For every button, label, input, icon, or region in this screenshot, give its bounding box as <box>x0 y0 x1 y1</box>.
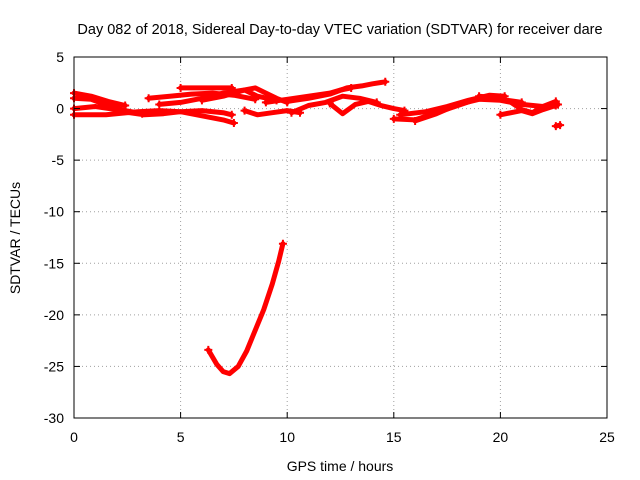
data-point-marker <box>496 110 505 119</box>
x-tick-label: 10 <box>279 429 295 445</box>
data-series-trace-7 <box>199 85 290 105</box>
data-point-marker <box>283 97 292 106</box>
data-series-trace-12 <box>289 93 380 116</box>
data-series-trace-3 <box>71 90 128 108</box>
x-tick-label: 5 <box>177 429 185 445</box>
data-point-marker <box>176 83 185 92</box>
data-series-trace-4 <box>71 108 237 126</box>
chart-title: Day 082 of 2018, Sidereal Day-to-day VTE… <box>77 22 602 38</box>
data-point-marker <box>551 122 560 131</box>
data-series-trace-18 <box>497 103 559 118</box>
plot-frame <box>73 56 608 419</box>
y-tick-label: -10 <box>44 204 64 220</box>
x-tick-label: 20 <box>493 429 509 445</box>
data-point-marker <box>556 121 565 130</box>
data-point-marker <box>381 77 390 86</box>
data-series-trace-13 <box>327 98 407 117</box>
data-series-trace-5 <box>146 90 258 102</box>
data-series-trace-11 <box>284 79 388 104</box>
data-point-marker <box>261 98 270 107</box>
data-series-trace-6 <box>156 87 279 107</box>
data-point-marker <box>227 110 236 119</box>
axes: 0 5 10 15 20 25 5 0 -5 -10 -15 -20 -25 -30 <box>44 49 615 445</box>
plot-area <box>70 77 565 377</box>
y-tick-label: 5 <box>56 49 64 65</box>
y-tick-label: -30 <box>44 410 64 426</box>
data-point-marker <box>475 92 484 101</box>
x-tick-label: 15 <box>386 429 402 445</box>
y-axis-label: SDTVAR / TECUs <box>7 182 23 294</box>
y-tick-label: -15 <box>44 255 64 271</box>
data-point-marker <box>144 94 153 103</box>
x-tick-label: 25 <box>599 429 615 445</box>
data-point-marker <box>121 101 130 110</box>
data-point-marker <box>229 119 238 128</box>
data-point-marker <box>155 100 164 109</box>
y-tick-label: -5 <box>52 152 65 168</box>
y-tick-label: -25 <box>44 358 64 374</box>
data-point-marker <box>287 108 296 117</box>
data-series-trace-1 <box>71 104 235 118</box>
data-point-marker <box>396 110 405 119</box>
data-point-marker <box>389 114 398 123</box>
data-point-marker <box>551 101 560 110</box>
data-point-marker <box>325 99 334 108</box>
data-series-trace-20 <box>205 241 286 377</box>
y-tick-label: -20 <box>44 307 64 323</box>
data-point-marker <box>240 106 249 115</box>
data-point-marker <box>204 345 213 354</box>
x-tick-label: 0 <box>70 429 78 445</box>
data-point-marker <box>278 239 287 248</box>
x-axis-label: GPS time / hours <box>287 458 394 474</box>
y-tick-label: 0 <box>56 101 64 117</box>
data-point-marker <box>411 116 420 125</box>
data-point-marker <box>197 96 206 105</box>
data-point-marker <box>227 83 236 92</box>
